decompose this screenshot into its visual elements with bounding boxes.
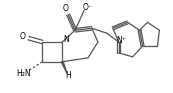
Text: N⁺: N⁺ — [116, 36, 126, 45]
Polygon shape — [61, 62, 67, 74]
Text: O: O — [20, 32, 25, 41]
Text: H₂N: H₂N — [17, 69, 31, 78]
Text: O⁻: O⁻ — [83, 3, 93, 12]
Text: N: N — [63, 35, 69, 44]
Text: O: O — [62, 4, 68, 13]
Text: H: H — [65, 71, 71, 80]
